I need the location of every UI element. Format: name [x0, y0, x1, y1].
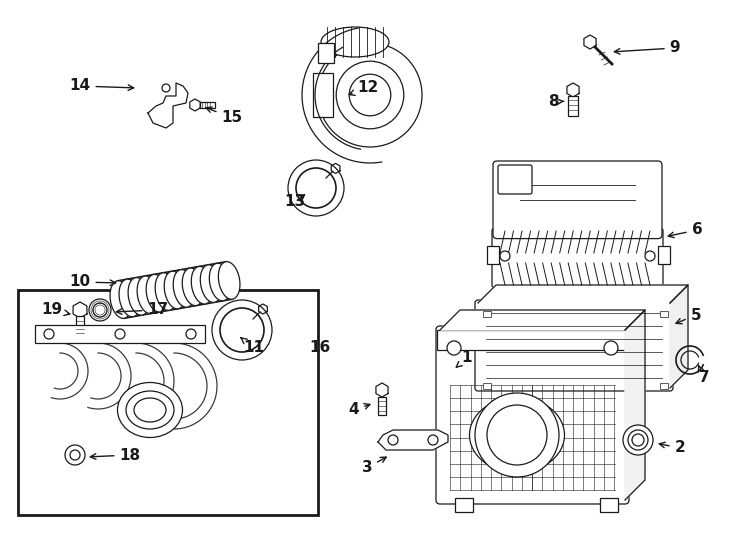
Ellipse shape — [192, 266, 213, 304]
Ellipse shape — [134, 398, 166, 422]
Bar — [200, 102, 215, 108]
Polygon shape — [670, 285, 688, 388]
Ellipse shape — [321, 27, 389, 57]
Polygon shape — [148, 83, 188, 128]
Ellipse shape — [470, 397, 564, 472]
Circle shape — [500, 251, 510, 261]
Circle shape — [162, 84, 170, 92]
Bar — [76, 316, 84, 339]
Text: 6: 6 — [668, 222, 702, 238]
Ellipse shape — [146, 274, 168, 312]
Circle shape — [288, 160, 344, 216]
Bar — [313, 73, 333, 117]
Circle shape — [336, 61, 404, 129]
Ellipse shape — [200, 265, 222, 302]
Bar — [483, 383, 491, 389]
Ellipse shape — [155, 273, 177, 310]
Ellipse shape — [119, 279, 141, 317]
Circle shape — [89, 299, 111, 321]
Bar — [35, 325, 205, 343]
Ellipse shape — [110, 281, 131, 319]
Circle shape — [93, 303, 107, 317]
Circle shape — [186, 329, 196, 339]
Circle shape — [388, 435, 398, 445]
Circle shape — [115, 329, 125, 339]
Text: 13: 13 — [285, 194, 305, 210]
Circle shape — [645, 251, 655, 261]
Polygon shape — [378, 430, 448, 450]
Text: 9: 9 — [614, 40, 680, 56]
FancyBboxPatch shape — [498, 165, 532, 194]
Ellipse shape — [209, 263, 231, 301]
Circle shape — [44, 329, 54, 339]
Ellipse shape — [117, 382, 183, 437]
Polygon shape — [478, 285, 688, 303]
Bar — [483, 311, 491, 317]
Bar — [437, 330, 628, 350]
Circle shape — [318, 43, 422, 147]
Ellipse shape — [126, 391, 174, 429]
Bar — [318, 43, 334, 63]
Ellipse shape — [128, 278, 150, 315]
Ellipse shape — [218, 262, 240, 299]
Text: 12: 12 — [349, 80, 379, 96]
Circle shape — [628, 430, 648, 450]
Circle shape — [487, 405, 547, 465]
Text: 3: 3 — [362, 457, 386, 476]
Text: 5: 5 — [676, 307, 701, 324]
Circle shape — [220, 308, 264, 352]
Polygon shape — [625, 310, 645, 500]
Text: 18: 18 — [90, 448, 141, 462]
Text: 10: 10 — [70, 274, 116, 289]
Circle shape — [475, 393, 559, 477]
Circle shape — [623, 425, 653, 455]
Circle shape — [604, 341, 618, 355]
Text: 16: 16 — [309, 341, 330, 355]
Bar — [568, 96, 578, 116]
Circle shape — [65, 445, 85, 465]
Ellipse shape — [182, 268, 204, 306]
FancyBboxPatch shape — [475, 300, 673, 391]
Text: 2: 2 — [659, 441, 686, 456]
FancyBboxPatch shape — [436, 326, 629, 504]
Bar — [658, 246, 670, 264]
Ellipse shape — [137, 276, 159, 314]
Circle shape — [212, 300, 272, 360]
Circle shape — [632, 434, 644, 446]
Circle shape — [349, 74, 390, 116]
Circle shape — [447, 341, 461, 355]
Circle shape — [428, 435, 438, 445]
Text: 15: 15 — [206, 107, 242, 125]
Bar — [18, 290, 318, 515]
Text: 7: 7 — [698, 365, 709, 386]
Ellipse shape — [164, 271, 186, 309]
Circle shape — [70, 450, 80, 460]
FancyBboxPatch shape — [492, 228, 663, 288]
Text: 17: 17 — [116, 302, 169, 318]
Text: 19: 19 — [41, 302, 70, 318]
Bar — [487, 246, 499, 264]
Text: 1: 1 — [457, 350, 472, 367]
Circle shape — [296, 168, 336, 208]
Polygon shape — [440, 310, 645, 330]
Ellipse shape — [173, 269, 195, 307]
Text: 14: 14 — [70, 78, 134, 93]
Text: 11: 11 — [241, 338, 264, 355]
Bar — [378, 397, 386, 415]
FancyBboxPatch shape — [493, 161, 662, 239]
Text: 4: 4 — [349, 402, 370, 417]
Bar — [455, 498, 473, 512]
Bar — [660, 383, 668, 389]
Bar — [660, 311, 668, 317]
Text: 8: 8 — [548, 94, 564, 110]
Bar — [600, 498, 618, 512]
